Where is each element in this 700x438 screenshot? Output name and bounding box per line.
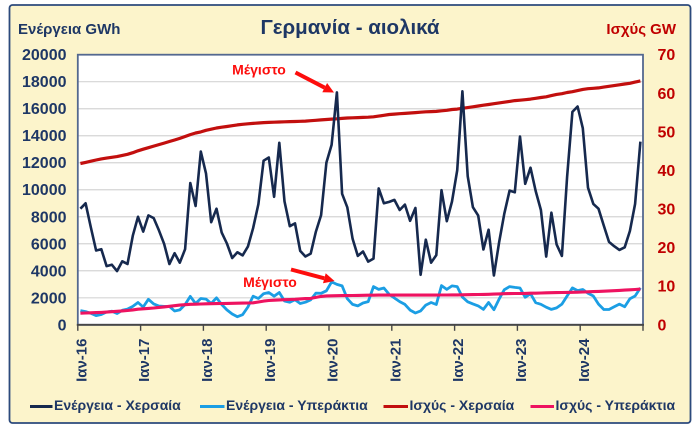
svg-text:30: 30 — [658, 202, 676, 219]
svg-text:Ιαν-23: Ιαν-23 — [513, 339, 530, 382]
svg-text:6000: 6000 — [31, 236, 67, 253]
svg-text:10000: 10000 — [22, 182, 67, 199]
svg-text:Ισχύς GW: Ισχύς GW — [606, 21, 676, 38]
svg-text:Ιαν-16: Ιαν-16 — [73, 339, 90, 382]
svg-text:Ενέργεια - Υπεράκτια: Ενέργεια - Υπεράκτια — [226, 397, 368, 413]
svg-text:8000: 8000 — [31, 209, 67, 226]
svg-text:Ισχύς - Χερσαία: Ισχύς - Χερσαία — [410, 397, 515, 413]
svg-text:Ενέργεια GWh: Ενέργεια GWh — [18, 21, 120, 38]
svg-text:20: 20 — [658, 240, 676, 257]
svg-text:Γερμανία - αιολικά: Γερμανία - αιολικά — [260, 16, 439, 39]
svg-text:4000: 4000 — [31, 263, 67, 280]
svg-text:Ιαν-22: Ιαν-22 — [450, 339, 467, 382]
svg-text:Ιαν-20: Ιαν-20 — [325, 339, 342, 382]
svg-text:10: 10 — [658, 279, 676, 296]
svg-text:Ιαν-24: Ιαν-24 — [576, 338, 593, 382]
svg-text:Ιαν-21: Ιαν-21 — [387, 339, 404, 382]
svg-text:60: 60 — [658, 86, 676, 103]
svg-text:Ενέργεια - Χερσαία: Ενέργεια - Χερσαία — [54, 397, 181, 413]
svg-text:18000: 18000 — [22, 74, 67, 91]
svg-text:Ιαν-17: Ιαν-17 — [136, 339, 153, 382]
svg-text:2000: 2000 — [31, 290, 67, 307]
svg-text:12000: 12000 — [22, 155, 67, 172]
svg-text:16000: 16000 — [22, 101, 67, 118]
svg-text:Μέγιστο: Μέγιστο — [232, 62, 286, 78]
svg-text:40: 40 — [658, 163, 676, 180]
svg-text:14000: 14000 — [22, 128, 67, 145]
svg-text:0: 0 — [58, 317, 67, 334]
svg-text:0: 0 — [658, 317, 667, 334]
svg-text:50: 50 — [658, 124, 676, 141]
svg-text:Μέγιστο: Μέγιστο — [243, 274, 297, 290]
svg-text:Ιαν-18: Ιαν-18 — [199, 339, 216, 382]
svg-text:Ιαν-19: Ιαν-19 — [262, 339, 279, 382]
svg-text:Ισχύς - Υπεράκτια: Ισχύς - Υπεράκτια — [556, 397, 676, 413]
svg-text:70: 70 — [658, 47, 676, 64]
svg-text:20000: 20000 — [22, 47, 67, 64]
